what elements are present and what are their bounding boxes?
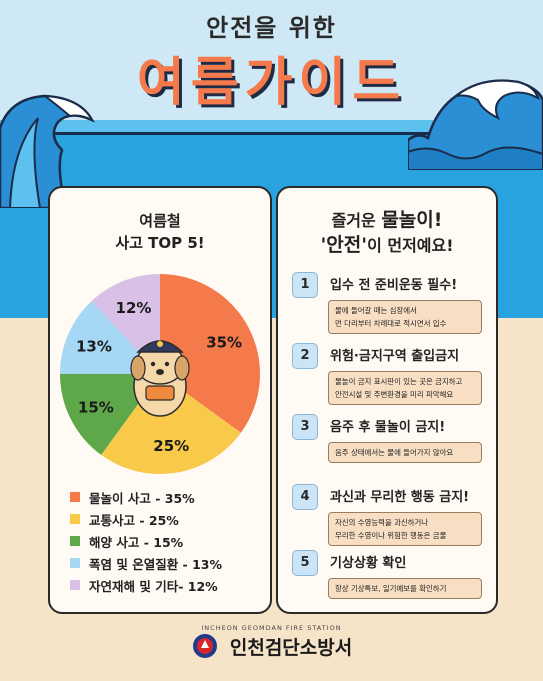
rule-heading: 기상상황 확인: [330, 556, 407, 571]
rule-note-line2: 무리한 수영이나 위험한 행동은 금물: [335, 531, 447, 540]
org-korean-name: 인천검단소방서: [229, 636, 353, 659]
rule-heading: 과신과 무리한 행동 금지!: [330, 490, 470, 505]
legend-item: 해양 사고 - 15%: [70, 530, 270, 552]
legend-swatch: [70, 514, 80, 524]
legend-swatch: [70, 492, 80, 502]
right-wave-icon: [408, 79, 543, 170]
rule-note-line1: 물에 들어갈 때는 심장에서: [335, 306, 417, 315]
fire-station-logo-icon: [192, 634, 217, 658]
legend-label: 자연재해 및 기타- 12%: [89, 578, 218, 594]
rule-note-line2: 안전시설 및 주변환경을 미리 파악해요: [335, 390, 454, 399]
pie-chart: 35% 25% 15% 13% 12%: [54, 268, 266, 480]
stats-title-line2: 사고 TOP 5!: [115, 234, 205, 252]
safety-title2-post: 이 먼저예요!: [367, 236, 454, 255]
pie-label-5: 12%: [116, 299, 152, 317]
mascot-dog-icon: [130, 340, 190, 417]
safety-title-em: 물놀이!: [381, 209, 443, 231]
page-title: 여름가이드: [136, 53, 407, 113]
rule-number: 5: [292, 550, 318, 576]
rule-heading: 위험·금지구역 출입금지: [330, 349, 460, 364]
header-subtitle: 안전을 위한: [206, 14, 337, 42]
rule-note-line1: 항상 기상특보, 일기예보를 확인하기: [335, 584, 447, 593]
pie-label-4: 13%: [76, 337, 112, 355]
rule-number: 2: [292, 343, 318, 369]
chart-legend: 물놀이 사고 - 35% 교통사고 - 25% 해양 사고 - 15% 폭염 및 온열…: [70, 486, 270, 596]
pie-slice-1: [160, 274, 260, 433]
legend-label: 해양 사고 - 15%: [89, 534, 184, 550]
rule-number: 1: [292, 272, 318, 298]
legend-item: 물놀이 사고 - 35%: [70, 486, 270, 508]
pie-label-1: 35%: [206, 333, 242, 351]
safety-title2-em: '안전': [320, 234, 368, 256]
legend-item: 자연재해 및 기타- 12%: [70, 574, 270, 596]
safety-card-title: 즐거운 물놀이! '안전'이 먼저예요!: [278, 208, 496, 258]
legend-swatch: [70, 558, 80, 568]
rule-number: 4: [292, 484, 318, 510]
accident-stats-card: 여름철 사고 TOP 5! 35% 25% 15% 13% 12% 물놀이 사고 - 3…: [48, 186, 272, 614]
left-wave-icon: [0, 94, 95, 208]
pie-label-2: 25%: [153, 437, 189, 455]
pie-slice-4: [60, 301, 160, 374]
legend-swatch: [70, 536, 80, 546]
legend-swatch: [70, 580, 80, 590]
rule-note-line1: 물놀이 금지 표시판이 있는 곳은 금지하고: [335, 377, 463, 386]
pie-chart-svg: 35% 25% 15% 13% 12%: [60, 274, 260, 474]
legend-label: 교통사고 - 25%: [89, 512, 179, 528]
rule-note: 음주 상태에서는 물에 들어가지 않아요: [328, 442, 482, 463]
water-safety-card: 즐거운 물놀이! '안전'이 먼저예요! 1 입수 전 준비운동 필수! 물에 들어…: [276, 186, 498, 614]
safety-title-pre: 즐거운: [331, 211, 382, 230]
stats-title-line1: 여름철: [139, 212, 181, 230]
stats-card-title: 여름철 사고 TOP 5!: [50, 210, 270, 254]
rule-heading: 입수 전 준비운동 필수!: [330, 278, 458, 293]
legend-item: 폭염 및 온열질환 - 13%: [70, 552, 270, 574]
legend-label: 물놀이 사고 - 35%: [89, 490, 195, 506]
rule-note: 항상 기상특보, 일기예보를 확인하기: [328, 578, 482, 599]
rule-note-line1: 음주 상태에서는 물에 들어가지 않아요: [335, 448, 454, 457]
rule-number: 3: [292, 414, 318, 440]
pie-label-3: 15%: [78, 399, 114, 417]
rule-heading: 음주 후 물놀이 금지!: [330, 420, 446, 435]
legend-item: 교통사고 - 25%: [70, 508, 270, 530]
rule-note-line2: 먼 다리부터 차례대로 적시면서 입수: [335, 319, 447, 328]
pie-slice-2: [101, 374, 241, 474]
rule-note-line1: 자신의 수영능력을 과신하거나: [335, 518, 429, 527]
org-english-name: INCHEON GEOMDAN FIRE STATION: [201, 624, 342, 632]
legend-label: 폭염 및 온열질환 - 13%: [89, 556, 223, 572]
footer: INCHEON GEOMDAN FIRE STATION 인천검단소방서: [0, 624, 543, 660]
